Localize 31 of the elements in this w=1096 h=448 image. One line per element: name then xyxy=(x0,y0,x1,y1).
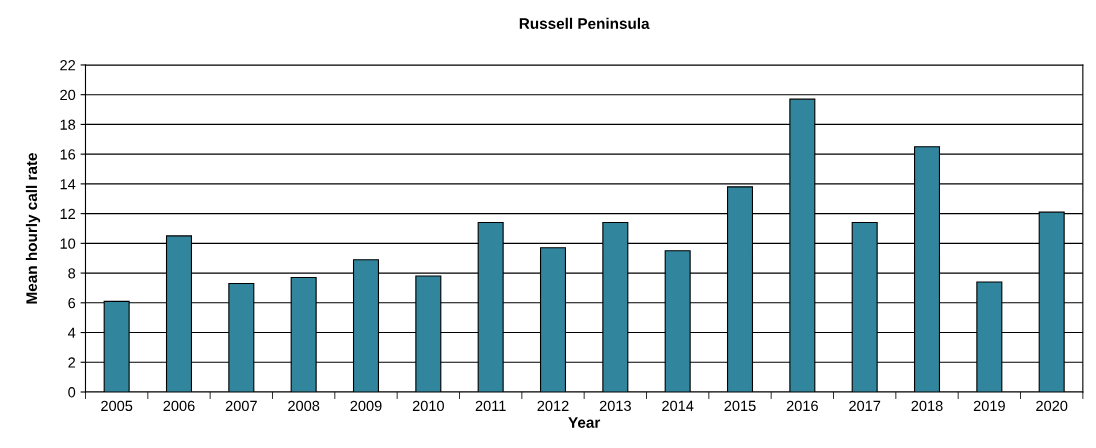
y-tick-label: 20 xyxy=(60,89,76,101)
x-tick-label: 2012 xyxy=(537,400,569,412)
x-tick-label: 2009 xyxy=(350,400,382,412)
x-tick-label: 2013 xyxy=(599,400,631,412)
x-tick-label: 2018 xyxy=(911,400,943,412)
y-axis-title: Mean hourly call rate xyxy=(25,153,41,304)
x-tick-label: 2006 xyxy=(163,400,195,412)
x-tick-label: 2005 xyxy=(101,400,133,412)
x-tick-label: 2007 xyxy=(225,400,257,412)
y-tick-label: 8 xyxy=(68,268,76,279)
y-tick-label: 10 xyxy=(60,238,76,249)
y-tick-label: 22 xyxy=(60,60,76,71)
y-tick-label: 4 xyxy=(67,327,76,338)
x-tick-label: 2008 xyxy=(288,400,320,412)
x-tick-label: 2017 xyxy=(849,400,881,412)
y-tick-label: 14 xyxy=(60,179,76,190)
x-tick-label: 2015 xyxy=(724,400,756,412)
x-tick-label: 2016 xyxy=(786,400,818,412)
chart-title: Russell Peninsula xyxy=(519,17,650,29)
y-tick-label: 6 xyxy=(68,297,76,309)
x-tick-label: 2010 xyxy=(412,400,444,412)
y-tick-label: 12 xyxy=(60,208,76,219)
x-tick-label: 2014 xyxy=(662,400,694,412)
x-tick-label: 2011 xyxy=(475,400,506,412)
x-axis-title: Year xyxy=(568,417,601,428)
x-tick-label: 2019 xyxy=(973,400,1005,412)
y-tick-label: 0 xyxy=(68,387,76,398)
y-tick-label: 2 xyxy=(68,357,76,368)
x-tick-label: 2020 xyxy=(1036,400,1068,412)
y-tick-label: 16 xyxy=(60,149,76,160)
y-tick-label: 18 xyxy=(60,119,76,130)
